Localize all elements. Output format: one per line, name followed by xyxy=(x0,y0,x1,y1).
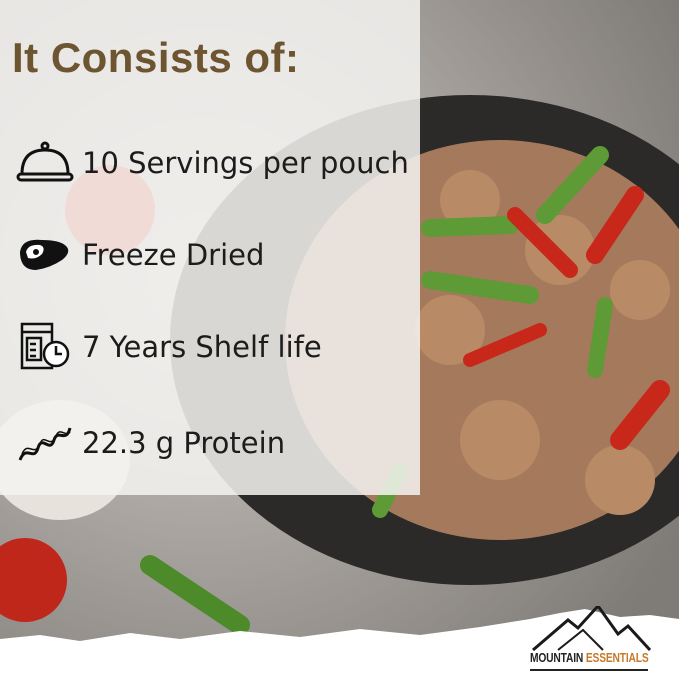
torn-paper-edge xyxy=(0,609,679,679)
feature-shelf-life: 7 Years Shelf life xyxy=(16,322,322,372)
mountain-logo-icon xyxy=(532,603,652,652)
logo-word-essentials: ESSENTIALS xyxy=(585,651,649,665)
steak-icon xyxy=(20,239,69,270)
page-title: It Consists of: xyxy=(12,34,300,81)
feature-protein: 22.3 g Protein xyxy=(16,418,285,468)
feature-freeze-dried: Freeze Dried xyxy=(16,230,264,280)
logo-underline xyxy=(530,669,648,671)
feature-label: Freeze Dried xyxy=(82,238,265,272)
feature-label: 7 Years Shelf life xyxy=(82,330,322,364)
protein-helix-icon xyxy=(18,427,72,461)
feature-label: 22.3 g Protein xyxy=(82,426,286,460)
brand-logo: MOUNTAIN ESSENTIALS xyxy=(528,603,653,674)
logo-word-mountain: MOUNTAIN xyxy=(530,651,584,665)
info-panel xyxy=(0,0,420,495)
feature-servings: 10 Servings per pouch xyxy=(16,138,409,188)
cloche-icon xyxy=(16,141,74,182)
calendar-clock-icon xyxy=(20,322,70,370)
feature-label: 10 Servings per pouch xyxy=(82,146,409,180)
